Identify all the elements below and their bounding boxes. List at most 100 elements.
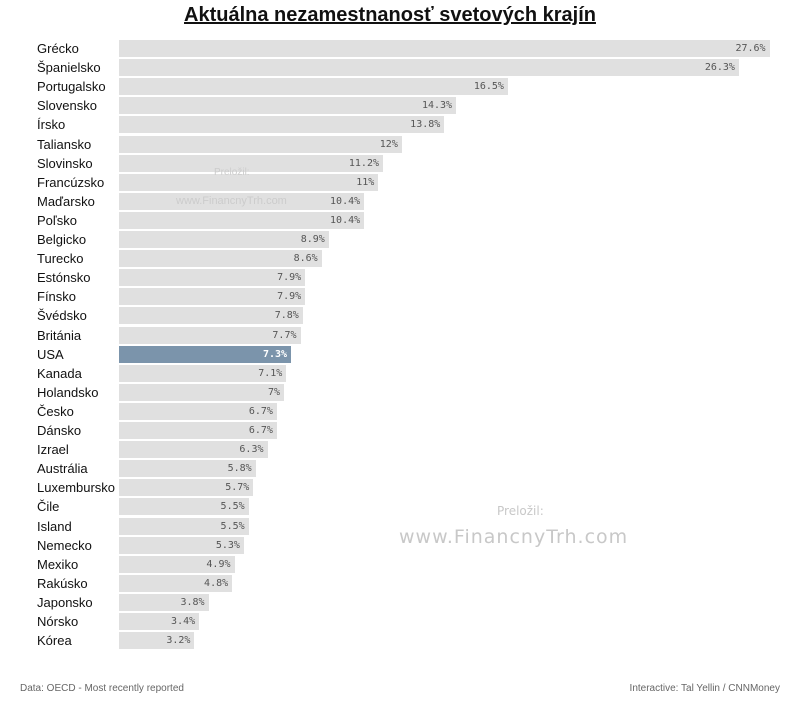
value-label: 11% [356, 176, 375, 188]
bar[interactable] [119, 192, 365, 210]
bar-row: Británia 7.7% [0, 326, 800, 345]
value-label: 6.7% [248, 425, 273, 436]
bar[interactable] [119, 422, 277, 439]
category-label: USA [37, 346, 64, 362]
bar-row: Slovinsko 11.2% [0, 154, 800, 173]
category-label: Fínsko [37, 289, 77, 305]
watermark-small-label: Preložil: [214, 167, 250, 178]
bar-row: Mexiko 4.9% [0, 555, 800, 574]
category-label: Holandsko [37, 384, 99, 400]
bar[interactable] [119, 59, 739, 77]
category-label: Slovensko [37, 98, 97, 114]
category-label: Izrael [37, 442, 69, 458]
category-label: Švédsko [37, 308, 87, 324]
bar-row: USA 7.3% [0, 345, 800, 364]
bar[interactable] [119, 307, 303, 325]
bar-row: Austrália 5.8% [0, 459, 800, 478]
bar-row: Turecko 8.6% [0, 249, 800, 268]
bar[interactable] [119, 269, 306, 287]
bar-row: Belgicko 8.9% [0, 230, 800, 249]
value-label: 7% [267, 386, 280, 398]
bar-row: Izrael 6.3% [0, 440, 800, 459]
bar[interactable] [119, 135, 402, 153]
value-label: 7.9% [277, 272, 302, 284]
category-label: Kórea [37, 633, 72, 649]
category-label: Belgicko [37, 232, 87, 247]
bar[interactable] [119, 517, 249, 535]
category-label: Nemecko [37, 537, 92, 553]
bar[interactable] [119, 364, 287, 382]
category-label: Kanada [37, 365, 82, 381]
bar[interactable] [119, 154, 383, 172]
value-label: 13.8% [410, 119, 441, 131]
value-label: 14.3% [421, 100, 453, 112]
bar[interactable] [119, 479, 254, 497]
bar-row: Rakúsko 4.8% [0, 574, 800, 593]
credit-note: Interactive: Tal Yellin / CNNMoney [629, 683, 780, 694]
category-label: Česko [37, 403, 74, 419]
bar-row: Írsko 13.8% [0, 115, 800, 134]
category-label: Luxembursko [37, 480, 116, 496]
category-label: Portugalsko [37, 79, 106, 95]
category-label: Slovinsko [37, 155, 93, 171]
category-label: Nórsko [37, 614, 79, 629]
value-label: 3.4% [171, 616, 196, 627]
bar[interactable] [119, 40, 770, 57]
bar-row: Portugalsko 16.5% [0, 77, 800, 96]
bar[interactable] [119, 173, 379, 191]
bar-row: Kórea 3.2% [0, 631, 800, 650]
bar-row: Poľsko 10.4% [0, 211, 800, 230]
bar-row: Švédsko 7.8% [0, 306, 800, 325]
bar[interactable] [119, 383, 284, 401]
bar[interactable] [119, 498, 249, 516]
value-label: 5.5% [220, 501, 245, 513]
bar[interactable] [119, 574, 233, 592]
bar[interactable] [119, 555, 235, 573]
value-label: 8.6% [293, 253, 318, 265]
category-label: Grécko [37, 41, 79, 56]
bar[interactable] [119, 460, 256, 478]
bar[interactable] [119, 632, 195, 650]
bar[interactable] [119, 536, 244, 554]
bar-row: Maďarsko 10.4% [0, 192, 800, 211]
bar[interactable] [119, 326, 301, 344]
chart-title: Aktuálna nezamestnanosť svetových krajín [184, 4, 596, 26]
bar[interactable] [119, 402, 277, 420]
bar[interactable] [119, 345, 292, 363]
category-label: Japonsko [37, 594, 93, 610]
bar[interactable] [119, 97, 457, 115]
value-label: 5.5% [220, 520, 245, 532]
category-label: Taliansko [37, 136, 92, 152]
bar-row: Čile 5.5% [0, 497, 800, 516]
category-label: Francúzsko [37, 174, 105, 190]
category-label: Španielsko [37, 60, 101, 76]
category-label: Poľsko [37, 212, 77, 228]
category-label: Írsko [37, 117, 66, 133]
bar-row: Japonsko 3.8% [0, 593, 800, 612]
category-label: Turecko [37, 251, 84, 267]
bar[interactable] [119, 250, 322, 268]
bar[interactable] [119, 613, 200, 630]
bar[interactable] [119, 116, 445, 134]
bar-row: Česko 6.7% [0, 402, 800, 421]
bar[interactable] [119, 211, 365, 229]
bar-row: Španielsko 26.3% [0, 58, 800, 77]
value-label: 10.4% [330, 195, 361, 207]
value-label: 4.9% [206, 558, 231, 570]
watermark-small-url: www.FinancnyTrh.com [176, 195, 287, 207]
bar-row: Kanada 7.1% [0, 364, 800, 383]
category-label: Mexiko [37, 556, 79, 572]
bar[interactable] [119, 78, 508, 96]
bar[interactable] [119, 288, 306, 306]
value-label: 4.8% [204, 577, 229, 589]
bar[interactable] [119, 441, 268, 459]
value-label: 7.9% [277, 291, 302, 303]
value-label: 5.8% [227, 463, 252, 475]
bar-row: Luxembursko 5.7% [0, 478, 800, 497]
category-label: Rakúsko [37, 575, 88, 591]
category-label: Austrália [37, 461, 88, 477]
bar[interactable] [119, 593, 209, 611]
bar[interactable] [119, 231, 329, 248]
source-note: Data: OECD - Most recently reported [20, 683, 184, 694]
value-label: 26.3% [704, 62, 735, 74]
